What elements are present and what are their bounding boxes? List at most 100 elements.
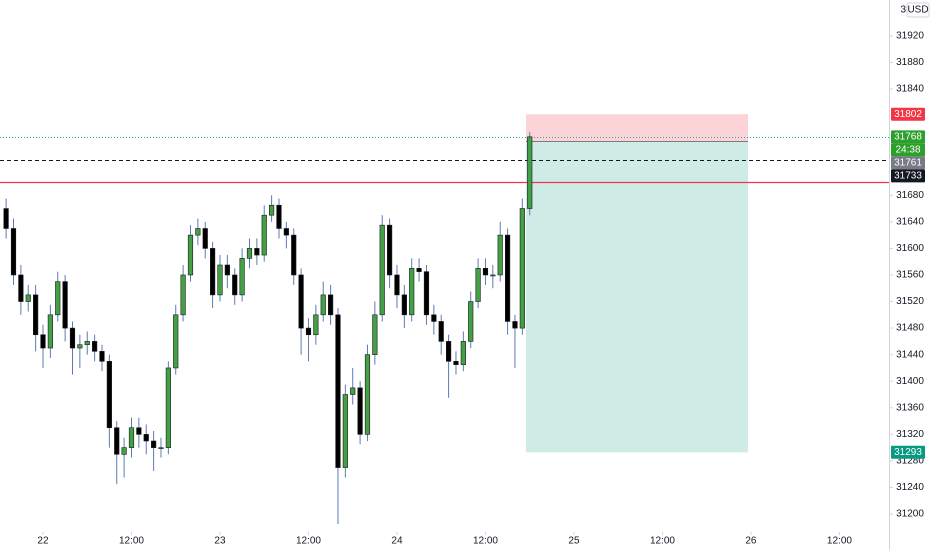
candle-body: [379, 224, 385, 316]
price-label-bg: [891, 156, 925, 170]
candle-body: [298, 274, 304, 329]
candle-body: [47, 314, 53, 349]
candle-body: [468, 301, 474, 342]
candle-body: [519, 208, 525, 329]
candle-body: [505, 234, 511, 322]
x-tick-label: 24: [391, 536, 403, 547]
candle-body: [121, 447, 127, 455]
price-label: 31293: [894, 447, 922, 458]
candle-body: [254, 248, 260, 256]
candle-body: [84, 341, 90, 346]
candle-body: [460, 341, 466, 365]
candle-body: [187, 234, 194, 276]
candle-body: [10, 228, 17, 276]
candle-body: [305, 327, 312, 336]
candle-body: [62, 281, 68, 329]
y-tick-label: 31520: [896, 296, 924, 307]
y-tick-label: 31240: [896, 482, 924, 493]
y-tick-label: 31280: [896, 456, 924, 467]
candle-body: [328, 294, 334, 316]
x-tick-label: 12:00: [296, 536, 321, 547]
y-tick-label: 31840: [896, 84, 924, 95]
candle-body: [490, 274, 496, 277]
candle-body: [128, 427, 135, 448]
candle-body: [269, 204, 275, 216]
candle-body: [409, 268, 415, 316]
x-tick-label: 12:00: [650, 536, 675, 547]
candle-body: [99, 351, 105, 362]
candle-body: [387, 224, 393, 276]
candle-body: [350, 387, 356, 395]
y-tick-label: 31880: [896, 57, 924, 68]
price-label-bg: [891, 169, 925, 183]
candle-body: [106, 361, 112, 429]
countdown-bg: [891, 143, 925, 157]
candle-body: [3, 208, 9, 229]
candle-body: [394, 274, 400, 296]
candle-body: [416, 268, 422, 272]
y-tick-label: 31560: [896, 270, 924, 281]
candle-body: [232, 274, 238, 296]
candle-body: [291, 234, 297, 276]
candle-body: [313, 314, 319, 336]
candle-body: [202, 228, 208, 249]
countdown: 24:38: [895, 144, 920, 155]
x-tick-label: 12:00: [473, 536, 498, 547]
y-tick-label: 31440: [896, 349, 924, 360]
candle-body: [136, 427, 142, 435]
candle-body: [475, 268, 481, 302]
candle-body: [261, 214, 267, 256]
candle-body: [342, 394, 348, 468]
candle-body: [224, 264, 230, 276]
corner-text: 3: [900, 5, 906, 16]
candle-body: [239, 258, 245, 296]
candle-body: [151, 440, 157, 448]
candle-body: [431, 314, 437, 322]
y-tick-label: 31200: [896, 509, 924, 520]
price-label: 31802: [894, 109, 922, 120]
stop-zone: [526, 114, 748, 142]
currency-badge[interactable]: [906, 2, 930, 18]
y-tick-label: 31360: [896, 402, 924, 413]
candle-body: [165, 367, 171, 448]
price-label-bg: [891, 445, 925, 459]
candle-body: [372, 314, 378, 355]
y-tick-label: 31920: [896, 31, 924, 42]
price-label: 31761: [894, 157, 922, 168]
y-tick-label: 31400: [896, 376, 924, 387]
candle-body: [364, 354, 371, 435]
target-zone: [526, 141, 748, 453]
candle-body: [283, 228, 289, 236]
y-tick-label: 31640: [896, 216, 924, 227]
candle-body: [195, 228, 201, 236]
candle-body: [158, 447, 164, 449]
candle-body: [143, 434, 149, 442]
candle-body: [69, 327, 76, 349]
plot-area: [0, 114, 889, 525]
price-label: 31768: [894, 131, 922, 142]
candle-body: [401, 294, 407, 316]
candle-body: [512, 321, 518, 329]
candle-body: [320, 294, 326, 316]
x-tick-label: 22: [37, 536, 49, 547]
candle-body: [40, 334, 46, 349]
y-tick-label: 31600: [896, 243, 924, 254]
candle-body: [453, 361, 459, 365]
candle-body: [55, 281, 61, 316]
candle-body: [25, 294, 31, 302]
x-tick-label: 12:00: [827, 536, 852, 547]
currency: USD: [907, 5, 928, 16]
candle-body: [77, 344, 83, 349]
x-tick-label: 23: [214, 536, 226, 547]
x-tick-label: 12:00: [119, 536, 144, 547]
y-tick-label: 31320: [896, 429, 924, 440]
candle-body: [18, 274, 24, 302]
candle-body: [217, 264, 223, 296]
candle-body: [246, 248, 253, 259]
price-label: 31733: [894, 170, 922, 181]
candle-body: [497, 234, 503, 276]
price-label-bg: [891, 107, 925, 121]
candle-body: [438, 321, 444, 342]
